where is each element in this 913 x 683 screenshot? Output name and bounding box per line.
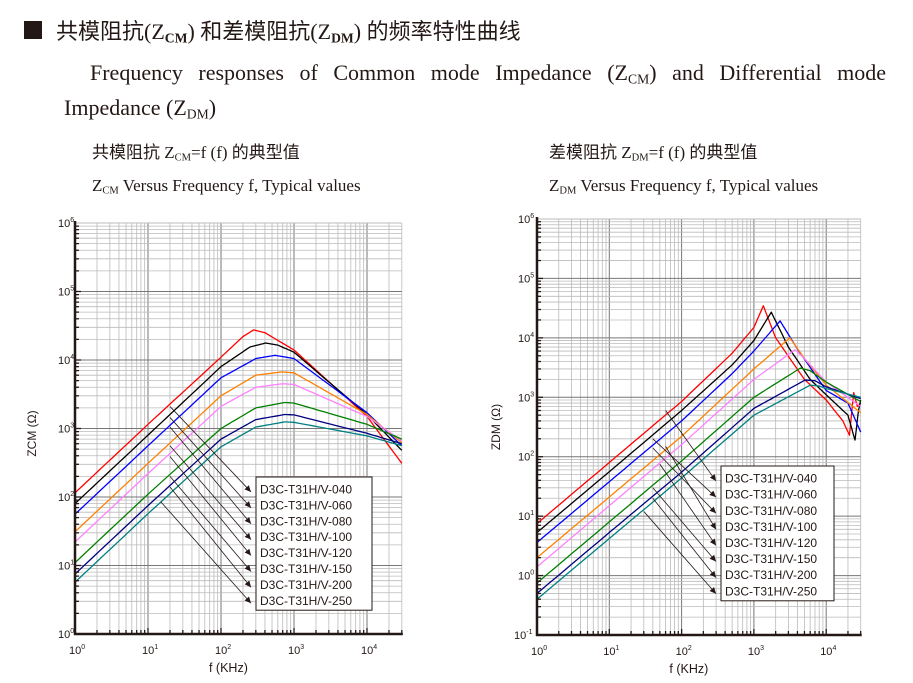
tick-exponent: 1 <box>70 560 74 567</box>
arrowhead-icon <box>244 548 251 556</box>
legend-label: D3C-T31H/V-040 <box>260 482 352 496</box>
legend-box <box>255 476 373 611</box>
y-tick-label: 104 <box>58 354 74 367</box>
y-tick-label: 101 <box>58 560 74 573</box>
section-heading: 共模阻抗(ZCM) 和差模阻抗(ZDM) 的频率特性曲线 <box>24 14 521 46</box>
tick-exponent: 0 <box>81 644 85 651</box>
y-tick-label: 100 <box>58 628 74 641</box>
x-tick-label: 104 <box>361 644 377 657</box>
legend-label: D3C-T31H/V-080 <box>260 514 352 528</box>
right-caption-cn: 差模阻抗 ZDM=f (f) 的典型值 <box>549 143 758 164</box>
tick-base: 10 <box>361 645 373 657</box>
tick-base: 10 <box>58 218 70 230</box>
leader-line <box>169 486 252 588</box>
leader-line <box>169 426 252 525</box>
legend-label: D3C-T31H/V-250 <box>260 594 352 608</box>
y-axis-title: ZCM (Ω) <box>25 410 39 456</box>
series-line-250 <box>74 421 402 583</box>
english-description: Frequency responses of Common mode Imped… <box>64 60 886 122</box>
tick-exponent: 0 <box>70 628 74 635</box>
legend-label: D3C-T31H/V-150 <box>260 562 352 576</box>
tick-exponent: 3 <box>300 644 304 651</box>
leader-line <box>169 445 252 540</box>
tick-base: 10 <box>142 645 154 657</box>
tick-exponent: 3 <box>70 423 74 430</box>
right-chart-caption: 差模阻抗 ZDM=f (f) 的典型值 ZDM Versus Frequency… <box>549 139 818 204</box>
arrowhead-icon <box>244 564 251 572</box>
arrowhead-icon <box>244 532 251 540</box>
tick-exponent: 2 <box>227 644 231 651</box>
legend-label: D3C-T31H/V-060 <box>260 498 352 512</box>
y-tick-label: 106 <box>58 217 74 230</box>
tick-base: 10 <box>58 355 70 367</box>
tick-base: 10 <box>69 645 81 657</box>
arrowhead-icon <box>244 596 251 604</box>
heading-text: 共模阻抗(ZCM) 和差模阻抗(ZDM) 的频率特性曲线 <box>56 19 521 46</box>
x-tick-label: 102 <box>215 644 231 657</box>
series-line-100 <box>74 371 403 533</box>
left-caption-en: ZCM Versus Frequency f, Typical values <box>92 175 361 197</box>
series-line-080 <box>74 354 403 515</box>
series-line-200 <box>74 413 402 575</box>
series-line-120 <box>74 383 403 543</box>
x-tick-label: 101 <box>142 644 158 657</box>
leader-line <box>169 476 252 572</box>
left-caption-cn: 共模阻抗 ZCM=f (f) 的典型值 <box>92 143 300 164</box>
x-tick-label: 103 <box>288 644 304 657</box>
left-chart-caption: 共模阻抗 ZCM=f (f) 的典型值 ZCM Versus Frequency… <box>92 139 361 204</box>
arrowhead-icon <box>244 580 251 588</box>
y-tick-label: 102 <box>58 491 74 504</box>
legend: D3C-T31H/V-040 D3C-T31H/V-060 D3C-T31H/V-0… <box>160 406 373 611</box>
tick-exponent: 4 <box>70 354 74 361</box>
y-tick-label: 103 <box>58 423 74 436</box>
tick-base: 10 <box>58 561 70 573</box>
tick-exponent: 2 <box>70 491 74 498</box>
tick-base: 10 <box>58 424 70 436</box>
legend-label: D3C-T31H/V-120 <box>260 546 352 560</box>
leader-line <box>169 456 252 556</box>
legend-label: D3C-T31H/V-100 <box>260 530 352 544</box>
x-tick-label: 100 <box>69 644 85 657</box>
arrowhead-icon <box>244 485 251 492</box>
tick-base: 10 <box>58 287 70 299</box>
tick-exponent: 4 <box>373 644 377 651</box>
series-line-150 <box>74 401 403 564</box>
series-line-060 <box>74 342 403 505</box>
tick-base: 10 <box>58 492 70 504</box>
leader-line <box>160 501 252 604</box>
tick-base: 10 <box>215 645 227 657</box>
square-bullet-icon <box>24 21 42 40</box>
legend-label: D3C-T31H/V-200 <box>260 578 352 592</box>
right-caption-en: ZDM Versus Frequency f, Typical values <box>549 175 819 197</box>
x-axis-title: f (KHz) <box>209 661 248 675</box>
leader-line <box>169 417 252 509</box>
tick-exponent: 6 <box>70 217 74 224</box>
tick-base: 10 <box>288 645 300 657</box>
tick-base: 10 <box>58 629 70 641</box>
arrowhead-icon <box>244 516 251 524</box>
tick-exponent: 1 <box>154 644 158 651</box>
leader-line <box>169 406 252 493</box>
arrowhead-icon <box>244 501 251 508</box>
y-tick-label: 105 <box>58 286 74 299</box>
tick-exponent: 5 <box>70 286 74 293</box>
plot-area: D3C-T31H/V-040 D3C-T31H/V-060 D3C-T31H/V-0… <box>25 217 403 675</box>
